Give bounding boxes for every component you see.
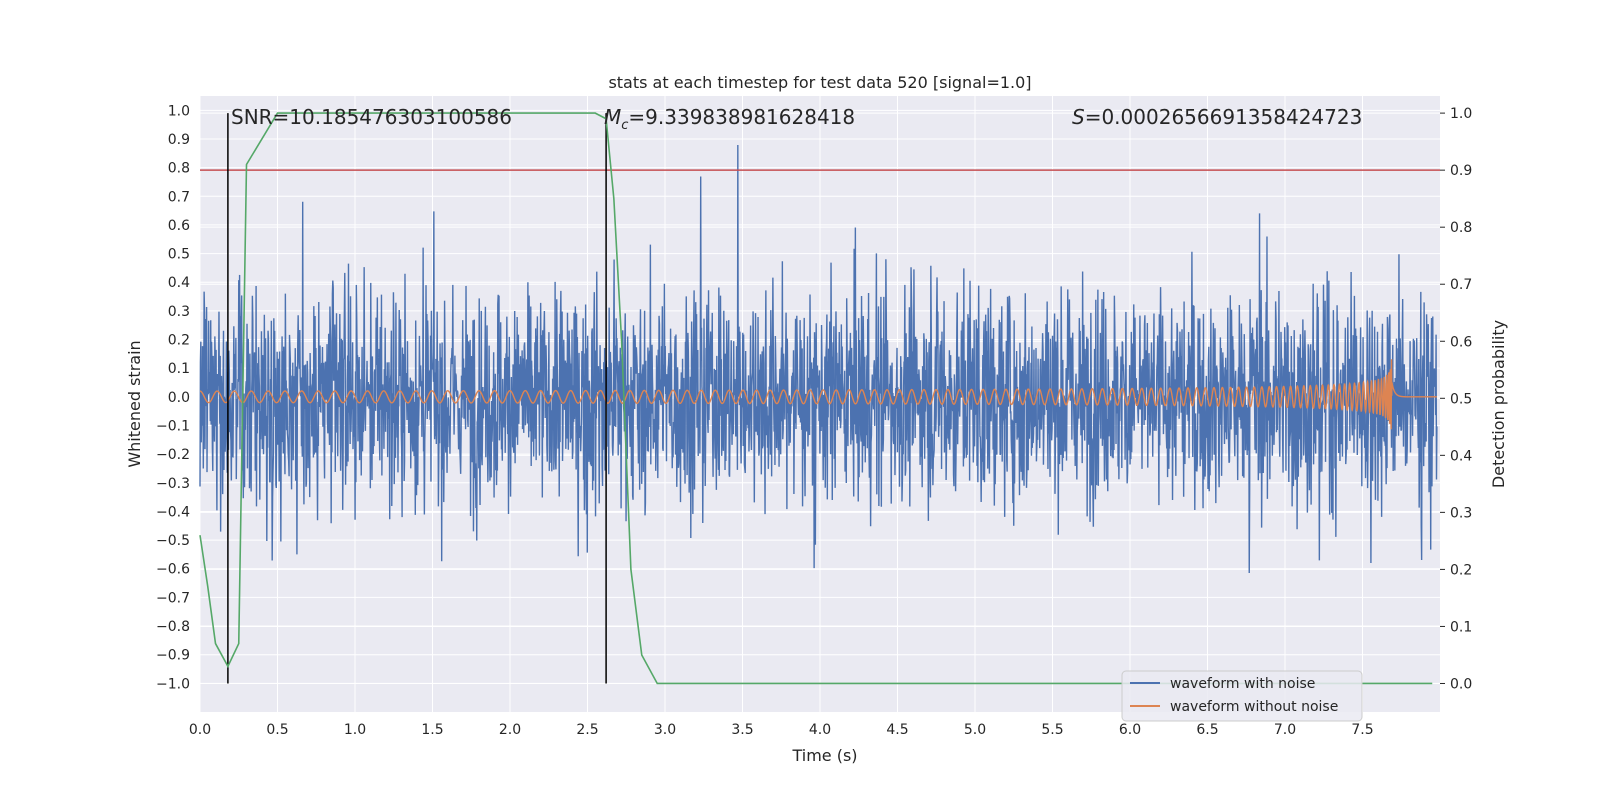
- waveform-with-noise-line: [199, 144, 1438, 574]
- x-tick-label: 6.5: [1196, 722, 1218, 738]
- y2-tick-label: 0.7: [1450, 277, 1472, 293]
- y2-tick-label: 0.9: [1450, 163, 1472, 179]
- x-tick-label: 7.0: [1274, 722, 1296, 738]
- x-tick-label: 5.0: [964, 722, 986, 738]
- x-tick-label: 1.5: [421, 722, 443, 738]
- y2-tick-label: 0.8: [1450, 220, 1472, 236]
- legend-label-noise: waveform with noise: [1170, 676, 1315, 692]
- y2-tick-label: 1.0: [1450, 106, 1472, 122]
- y2-tick-label: 0.2: [1450, 562, 1472, 578]
- waveform-without-noise-line: [199, 359, 1437, 430]
- y-tick-label: −0.5: [156, 533, 190, 549]
- y-tick-label: −0.8: [156, 619, 190, 635]
- x-tick-label: 0.5: [266, 722, 288, 738]
- x-tick-label: 2.5: [576, 722, 598, 738]
- annotation-s-value: =0.00026566913584247​23: [1085, 105, 1363, 129]
- annotation-s-symbol: S: [1072, 105, 1085, 129]
- x-tick-label: 3.5: [731, 722, 753, 738]
- x-axis-label: Time (s): [791, 746, 857, 765]
- y-tick-label: 0.2: [168, 333, 190, 349]
- x-axis: 0.0 0.5 1.0 1.5 2.0 2.5 3.0 3.5 4.0 4.5 5.0 5.5 6.0 6…: [189, 722, 1374, 738]
- y-tick-label: 1.0: [168, 103, 190, 119]
- y-tick-label: −0.1: [156, 418, 190, 434]
- y-tick-label: 0.1: [168, 361, 190, 377]
- x-tick-label: 1.0: [344, 722, 366, 738]
- y-tick-label: 0.7: [168, 189, 190, 205]
- legend-box: [1121, 670, 1363, 722]
- y-tick-label: 0.6: [168, 218, 190, 234]
- y-tick-label: −0.7: [156, 590, 190, 606]
- y2-tick-label: 0.5: [1450, 391, 1472, 407]
- x-tick-label: 4.5: [886, 722, 908, 738]
- annotation-mc-symbol: M: [604, 105, 621, 129]
- y-tick-label: 0.9: [168, 132, 190, 148]
- y-tick-label: 0.4: [168, 275, 190, 291]
- x-tick-label: 3.0: [654, 722, 676, 738]
- y-axis-right: 1.0 0.9 0.8 0.7 0.6 0.5 0.4 0.3 0.2 0.1 0.0: [1440, 106, 1472, 692]
- y-axis-left: 1.0 0.9 0.8 0.7 0.6 0.5 0.4 0.3 0.2 0.1 0.0 −0.1 −0.…: [156, 103, 190, 692]
- series-waveform-with-noise: [199, 144, 1438, 574]
- y2-tick-label: 0.4: [1450, 448, 1472, 464]
- y-tick-label: −0.3: [156, 476, 190, 492]
- series-waveform-without-noise: [199, 359, 1437, 430]
- y2-tick-label: 0.3: [1450, 505, 1472, 521]
- y-axis-label: Whitened strain: [125, 340, 144, 467]
- y-tick-label: −1.0: [156, 676, 190, 692]
- y-tick-label: 0.0: [168, 390, 190, 406]
- y-tick-label: −0.2: [156, 447, 190, 463]
- y-tick-label: −0.9: [156, 648, 190, 664]
- y-tick-label: 0.3: [168, 304, 190, 320]
- y-tick-label: −0.4: [156, 504, 190, 520]
- y-tick-label: 0.5: [168, 247, 190, 263]
- series-detection-probability: [199, 112, 1433, 685]
- y-tick-label: −0.6: [156, 562, 190, 578]
- y-tick-label: 0.8: [168, 161, 190, 177]
- x-tick-label: 7.5: [1351, 722, 1373, 738]
- annotation-mc-value: =9.339838981628418: [628, 105, 855, 129]
- markers: [200, 113, 1440, 684]
- y2-tick-label: 0.0: [1450, 676, 1472, 692]
- x-tick-label: 6.0: [1119, 722, 1141, 738]
- x-tick-label: 5.5: [1041, 722, 1063, 738]
- chart-title: stats at each timestep for test data 520…: [608, 73, 1031, 92]
- annotation-s: S=0.00026566913584247​23: [1072, 105, 1362, 129]
- legend: waveform with noise waveform without noi…: [1121, 670, 1363, 722]
- detection-probability-line: [199, 112, 1433, 685]
- x-tick-label: 4.0: [809, 722, 831, 738]
- legend-label-clean: waveform without noise: [1170, 699, 1338, 715]
- y2-axis-label: Detection probability: [1489, 320, 1508, 488]
- annotation-mc-subscript: c: [621, 118, 628, 133]
- annotation-chirp-mass: Mc=9.339838981628418: [604, 105, 855, 133]
- x-tick-label: 0.0: [189, 722, 211, 738]
- annotation-snr: SNR=10.185476303100586: [231, 105, 512, 129]
- y2-tick-label: 0.6: [1450, 334, 1472, 350]
- y2-tick-label: 0.1: [1450, 619, 1472, 635]
- x-tick-label: 2.0: [499, 722, 521, 738]
